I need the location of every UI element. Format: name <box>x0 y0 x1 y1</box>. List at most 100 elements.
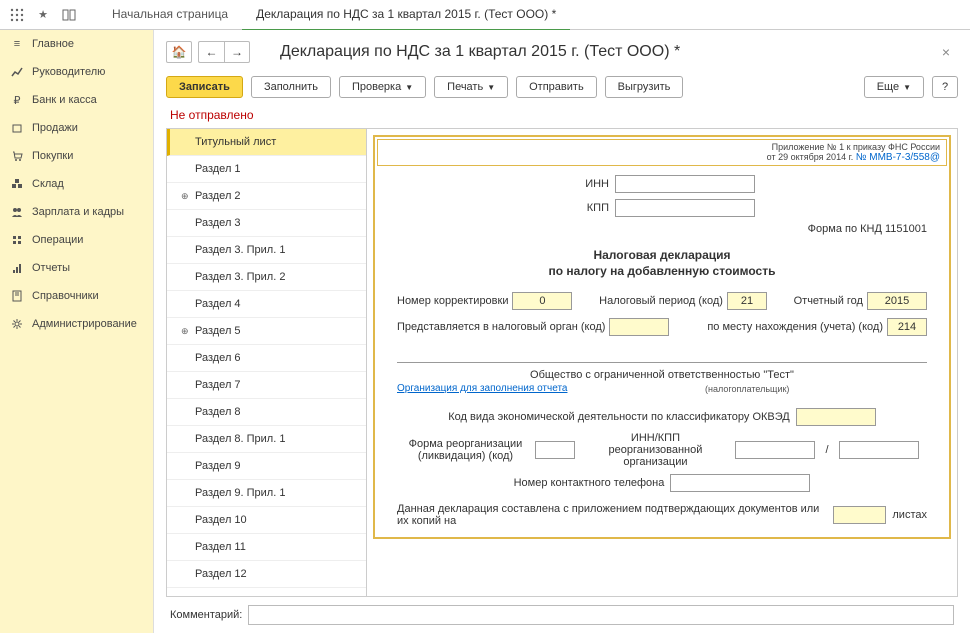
people-icon <box>10 205 24 219</box>
corr-label: Номер корректировки <box>397 295 508 307</box>
fill-button[interactable]: Заполнить <box>251 76 331 98</box>
reorg-inn-label: ИНН/КПП реорганизованной организации <box>585 432 725 468</box>
sales-icon <box>10 121 24 135</box>
tab-declaration[interactable]: Декларация по НДС за 1 квартал 2015 г. (… <box>242 0 570 31</box>
reorg-kpp-field[interactable] <box>839 441 919 459</box>
order-link[interactable]: № ММВ-7-3/558@ <box>856 152 940 163</box>
comment-row: Комментарий: <box>166 597 958 633</box>
knd-label: Форма по КНД 1151001 <box>808 223 927 235</box>
print-button[interactable]: Печать▼ <box>434 76 508 98</box>
topbar: ★ Начальная страница Декларация по НДС з… <box>0 0 970 30</box>
reorg-form-field[interactable] <box>535 441 575 459</box>
section-8[interactable]: Раздел 8 <box>167 399 366 426</box>
toolbar: Записать Заполнить Проверка▼ Печать▼ Отп… <box>166 72 958 102</box>
section-2[interactable]: ⊕Раздел 2 <box>167 183 366 210</box>
section-9[interactable]: Раздел 9 <box>167 453 366 480</box>
attach-label-1: Данная декларация составлена с приложени… <box>397 503 827 527</box>
sidebar-item-manager[interactable]: Руководителю <box>0 58 153 86</box>
sidebar-item-purchases[interactable]: Покупки <box>0 142 153 170</box>
upload-button[interactable]: Выгрузить <box>605 76 684 98</box>
reorg-form-label: Форма реорганизации (ликвидация) (код) <box>405 438 525 462</box>
year-field[interactable]: 2015 <box>867 292 927 310</box>
menu-icon: ≡ <box>10 37 24 51</box>
section-9-app1[interactable]: Раздел 9. Прил. 1 <box>167 480 366 507</box>
sidebar-item-references[interactable]: Справочники <box>0 282 153 310</box>
taxorg-field[interactable] <box>609 318 669 336</box>
forward-button[interactable]: → <box>224 41 250 63</box>
phone-field[interactable] <box>670 474 810 492</box>
cart-icon <box>10 149 24 163</box>
period-label: Налоговый период (код) <box>599 295 723 307</box>
attach-pages-field[interactable] <box>833 506 886 524</box>
section-11[interactable]: Раздел 11 <box>167 534 366 561</box>
apps-icon[interactable] <box>8 6 26 24</box>
history-icon[interactable] <box>60 6 78 24</box>
send-button[interactable]: Отправить <box>516 76 597 98</box>
form-header-note: Приложение № 1 к приказу ФНС России от 2… <box>377 139 947 166</box>
section-1[interactable]: Раздел 1 <box>167 156 366 183</box>
okved-field[interactable] <box>796 408 876 426</box>
sidebar-item-bank[interactable]: ₽Банк и касса <box>0 86 153 114</box>
inn-field[interactable] <box>615 175 755 193</box>
org-name: Общество с ограниченной ответственностью… <box>377 367 947 383</box>
more-button[interactable]: Еще▼ <box>864 76 924 98</box>
section-12[interactable]: Раздел 12 <box>167 561 366 588</box>
reorg-inn-field[interactable] <box>735 441 815 459</box>
org-fill-link[interactable]: Организация для заполнения отчета <box>397 383 567 394</box>
section-3-app1[interactable]: Раздел 3. Прил. 1 <box>167 237 366 264</box>
status-text: Не отправлено <box>166 102 958 128</box>
corr-field[interactable]: 0 <box>512 292 572 310</box>
location-field[interactable]: 214 <box>887 318 927 336</box>
sidebar: ≡Главное Руководителю ₽Банк и касса Прод… <box>0 30 154 633</box>
period-field[interactable]: 21 <box>727 292 767 310</box>
section-7[interactable]: Раздел 7 <box>167 372 366 399</box>
sidebar-item-salary[interactable]: Зарплата и кадры <box>0 198 153 226</box>
section-4[interactable]: Раздел 4 <box>167 291 366 318</box>
section-10[interactable]: Раздел 10 <box>167 507 366 534</box>
ruble-icon: ₽ <box>10 93 24 107</box>
kpp-field[interactable] <box>615 199 755 217</box>
comment-input[interactable] <box>248 605 954 625</box>
check-button[interactable]: Проверка▼ <box>339 76 426 98</box>
section-5[interactable]: ⊕Раздел 5 <box>167 318 366 345</box>
section-list: Титульный лист Раздел 1 ⊕Раздел 2 Раздел… <box>167 129 367 596</box>
book-icon <box>10 289 24 303</box>
close-button[interactable]: × <box>934 40 958 64</box>
inn-label: ИНН <box>569 178 609 190</box>
chart-icon <box>10 65 24 79</box>
save-button[interactable]: Записать <box>166 76 243 98</box>
taxorg-label: Представляется в налоговый орган (код) <box>397 321 605 333</box>
section-title-page[interactable]: Титульный лист <box>167 129 366 156</box>
sidebar-item-operations[interactable]: Операции <box>0 226 153 254</box>
back-button[interactable]: ← <box>198 41 224 63</box>
section-3[interactable]: Раздел 3 <box>167 210 366 237</box>
okved-label: Код вида экономической деятельности по к… <box>448 411 790 423</box>
warehouse-icon <box>10 177 24 191</box>
section-8-app1[interactable]: Раздел 8. Прил. 1 <box>167 426 366 453</box>
home-button[interactable]: 🏠 <box>166 41 192 63</box>
sidebar-item-admin[interactable]: Администрирование <box>0 310 153 338</box>
sidebar-item-warehouse[interactable]: Склад <box>0 170 153 198</box>
attach-label-2: листах <box>892 509 927 521</box>
sidebar-item-sales[interactable]: Продажи <box>0 114 153 142</box>
operations-icon <box>10 233 24 247</box>
sidebar-item-reports[interactable]: Отчеты <box>0 254 153 282</box>
titlebar: 🏠 ← → Декларация по НДС за 1 квартал 201… <box>166 36 958 72</box>
star-icon[interactable]: ★ <box>34 6 52 24</box>
form-title-1: Налоговая декларация <box>377 238 947 264</box>
taxpayer-label: (налогоплательщик) <box>705 384 789 394</box>
section-6[interactable]: Раздел 6 <box>167 345 366 372</box>
help-button[interactable]: ? <box>932 76 958 98</box>
phone-label: Номер контактного телефона <box>514 477 665 489</box>
year-label: Отчетный год <box>794 295 863 307</box>
section-3-app2[interactable]: Раздел 3. Прил. 2 <box>167 264 366 291</box>
tab-home[interactable]: Начальная страница <box>98 0 242 31</box>
form-title-2: по налогу на добавленную стоимость <box>377 264 947 288</box>
sidebar-item-main[interactable]: ≡Главное <box>0 30 153 58</box>
location-label: по месту нахождения (учета) (код) <box>707 321 883 333</box>
caret-down-icon: ▼ <box>903 83 911 92</box>
caret-down-icon: ▼ <box>405 83 413 92</box>
kpp-label: КПП <box>569 202 609 214</box>
report-icon <box>10 261 24 275</box>
comment-label: Комментарий: <box>170 609 242 621</box>
